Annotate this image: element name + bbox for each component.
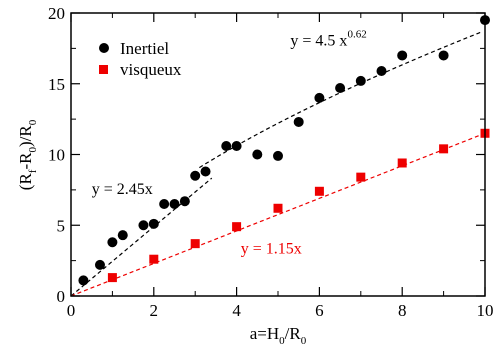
fit-label-power-base: y = 4.5 x [290,33,347,50]
y-axis-label-close: )/R [16,125,35,147]
point-inertiel-20 [397,50,408,61]
y-tick-label: 15 [48,75,65,94]
x-axis-label-sub-2: 0 [301,335,307,347]
fit-lines [70,30,486,297]
point-inertiel-11 [221,141,232,152]
x-tick-label: 8 [398,301,407,320]
point-inertiel-21 [438,50,449,61]
fit-line-0 [70,177,213,297]
point-inertiel-17 [335,82,346,93]
legend-marker-inertiel [99,43,109,53]
point-visqueux-4 [273,203,283,213]
legend: Inertiel visqueux [99,39,182,79]
legend-label-inertiel: Inertiel [120,39,169,58]
fit-label-linear-inertiel: y = 2.45x [92,181,153,198]
y-axis-label: (Rf-R0)/R0 [16,119,39,190]
point-inertiel-16 [314,92,325,103]
y-axis-label-sub-3: 0 [27,119,39,125]
point-inertiel-19 [376,66,387,77]
x-tick-label: 10 [477,301,493,320]
point-visqueux-0 [107,273,117,283]
y-tick-label: 0 [57,287,66,306]
point-inertiel-15 [293,116,304,127]
fit-labels: y = 2.45x y = 4.5 x0.62 y = 1.15x [92,29,367,258]
legend-marker-visqueux [99,65,108,74]
point-inertiel-3 [117,230,128,241]
y-axis-label-open: (R [16,173,35,191]
point-inertiel-12 [231,141,242,152]
point-inertiel-18 [355,75,366,86]
point-visqueux-8 [439,144,449,154]
point-inertiel-0 [78,275,89,286]
point-visqueux-3 [232,222,242,232]
point-inertiel-10 [200,166,211,177]
x-axis-label-base: a=H [250,324,279,343]
point-inertiel-9 [190,170,201,181]
point-visqueux-1 [149,254,159,264]
y-axis-label-sub-2: 0 [27,147,39,153]
x-axis-label: a=H0/R0 [250,324,307,347]
x-axis-label-sub-1: 0 [279,335,285,347]
y-axis-label-sub-1: f [27,169,39,173]
legend-label-visqueux: visqueux [120,60,182,79]
point-inertiel-1 [94,259,105,270]
point-inertiel-2 [107,237,118,248]
point-visqueux-5 [314,186,324,196]
point-visqueux-2 [190,239,200,249]
point-inertiel-6 [159,199,170,210]
fit-label-linear-visqueux: y = 1.15x [241,241,302,258]
x-axis-label-mid: /R [285,324,302,343]
x-tick-label: 6 [315,301,324,320]
point-visqueux-7 [397,158,407,168]
point-inertiel-8 [179,196,190,207]
y-tick-label: 20 [48,4,65,23]
y-tick-label: 10 [48,146,65,165]
point-inertiel-5 [148,218,159,229]
y-axis-label-mid: -R [16,152,35,170]
point-inertiel-7 [169,199,180,210]
y-tick-label: 5 [57,216,66,235]
x-tick-label: 0 [67,301,76,320]
x-tick-label: 4 [232,301,241,320]
fit-label-power-inertiel: y = 4.5 x0.62 [290,29,366,50]
x-tick-label: 2 [150,301,159,320]
data-points [78,15,490,286]
point-inertiel-14 [273,150,283,161]
point-inertiel-13 [252,149,263,160]
point-visqueux-6 [356,172,366,182]
axis-ticks: 0 2 4 6 8 10 0 5 10 15 20 [48,4,493,320]
point-inertiel-4 [138,220,149,231]
fit-label-power-exponent: 0.62 [347,29,366,41]
